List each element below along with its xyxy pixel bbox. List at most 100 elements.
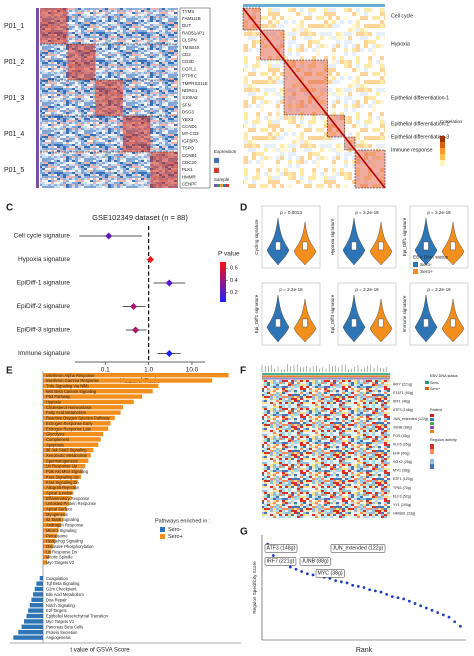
- point: [339, 580, 343, 584]
- point: [424, 606, 428, 610]
- x-tick-label: 1.0: [144, 367, 153, 374]
- gene-label: TMPRSS11E: [182, 81, 208, 86]
- pathway-label: Mitotic Spindle: [46, 555, 73, 560]
- pathway-label: Apical Junction: [46, 490, 74, 495]
- label-box: [299, 557, 331, 566]
- bar: [33, 592, 43, 597]
- point: [453, 620, 457, 624]
- bar: [43, 474, 81, 479]
- pathway-label: Il6 Jak Stat3 Signaling: [46, 448, 87, 453]
- hazard-ratio-point: [146, 256, 154, 263]
- y-axis-label: Cycling signature: [254, 219, 259, 255]
- gene-label: TMSB4X: [182, 45, 200, 50]
- pathway-label: Il2 Stat5 Signaling: [46, 517, 80, 522]
- regulon-label: ATF3 (148g): [393, 408, 413, 412]
- legend-swatch: [430, 414, 434, 417]
- module-label: Cell cycle: [391, 13, 413, 19]
- hazard-ratio-point: [165, 279, 173, 287]
- pathway-label: Estrogen Response Late: [46, 426, 92, 431]
- category-label: EpiDiff-2 signature: [17, 303, 71, 310]
- legend-title: EBV DNA status: [413, 254, 449, 260]
- row-label: P01_4: [4, 131, 24, 138]
- regulon-label: HMGB1 (33g): [393, 512, 415, 516]
- x-tick-label: 0.1: [101, 367, 110, 374]
- regulon-label: IRF7 (221g): [393, 382, 412, 386]
- legend-label: Sero-: [168, 527, 182, 533]
- bar: [43, 373, 229, 378]
- module-label: Hypoxia: [391, 41, 410, 47]
- point: [271, 554, 275, 557]
- regulon-label: ELF3 (52g): [393, 494, 411, 498]
- pathway-label: Tgf Beta Signaling: [46, 581, 80, 586]
- colorbar-title: P value: [218, 251, 240, 258]
- point-label: JUNB (88g): [302, 558, 329, 564]
- regulon-label: MYC (38g): [393, 469, 410, 473]
- pathway-label: E2f Targets: [46, 608, 67, 613]
- gene-label: HMMR: [182, 174, 196, 179]
- violin: [266, 217, 290, 266]
- pathway-label: Pi3k Akt Mtor Signaling: [46, 469, 89, 474]
- point: [305, 572, 309, 576]
- regulon-label: SOX2 (25g): [393, 460, 412, 464]
- pathway-label: Glycolysis: [46, 432, 64, 437]
- gene-label: TSPO: [182, 146, 195, 151]
- colorbar-step: [440, 160, 445, 166]
- legend-swatch: [430, 426, 434, 429]
- gene-label: YBX3: [182, 117, 194, 122]
- pathway-label: Fatty Acid Metabolism: [46, 410, 87, 415]
- module-box: [242, 7, 261, 31]
- expression-block: [150, 152, 178, 188]
- legend-swatch: [226, 184, 229, 187]
- point: [413, 602, 417, 605]
- legend-swatch: [160, 534, 165, 539]
- violin: [414, 217, 438, 266]
- bar: [13, 635, 44, 640]
- point: [311, 573, 315, 577]
- category-label: EpiDiff-3 signature: [17, 327, 71, 334]
- gene-label: CENPF: [182, 182, 197, 187]
- sample-bar: [36, 8, 39, 188]
- colorbar-step: [430, 464, 434, 469]
- gene-label: CDC20: [182, 160, 197, 165]
- box: [450, 318, 456, 328]
- point: [334, 579, 338, 583]
- pathway-label: G2m Checkpoint: [46, 587, 77, 592]
- gene-label: MT-CO3: [182, 131, 199, 136]
- pathway-label: Bile Acid Metabolism: [46, 592, 84, 597]
- y-axis-label: Hypoxia signature: [330, 218, 335, 255]
- panel-frame: [337, 282, 397, 346]
- box: [275, 318, 281, 328]
- legend-swatch: [430, 422, 434, 425]
- pathway-label: Myogenesis: [46, 512, 68, 517]
- legend-text: Regulon activity: [430, 438, 457, 442]
- bar: [43, 496, 72, 501]
- pathway-label: Coagulation: [46, 576, 69, 581]
- bar: [43, 426, 109, 431]
- pathway-label: Myc Targets V1: [46, 619, 75, 624]
- legend-label: Sero+: [420, 269, 433, 275]
- pathway-label: Androgen Response: [46, 523, 84, 528]
- expression-block: [122, 116, 151, 152]
- category-label: Immune signature: [18, 350, 70, 357]
- pathway-label: Mtorc1 Signaling: [46, 528, 77, 533]
- regulon-label: TP63 (70g): [393, 486, 411, 490]
- diagonal: [242, 7, 386, 189]
- p-value-label: p = 2.2e-16: [279, 287, 303, 292]
- heatmap: [262, 380, 390, 518]
- y-axis-label: Epi_Diff1 signature: [402, 217, 407, 256]
- gene-label: TYMS: [182, 9, 194, 14]
- panel-label: D: [240, 203, 247, 214]
- legend-text: Sero+: [430, 387, 441, 391]
- x-tick-label: 10.0: [186, 367, 199, 374]
- module-label: Epithelial differentiation-2: [391, 121, 449, 127]
- regulon-label: EHF (60g): [393, 451, 410, 455]
- panel-frame: [409, 282, 469, 346]
- bar: [43, 415, 115, 421]
- gene-label-frame: [179, 7, 211, 189]
- legend-swatch: [213, 162, 220, 169]
- legend-title: Sample: [214, 177, 230, 182]
- point: [356, 584, 360, 588]
- legend-text: Patient: [430, 408, 443, 412]
- point: [368, 588, 372, 592]
- legend-swatch: [160, 527, 165, 532]
